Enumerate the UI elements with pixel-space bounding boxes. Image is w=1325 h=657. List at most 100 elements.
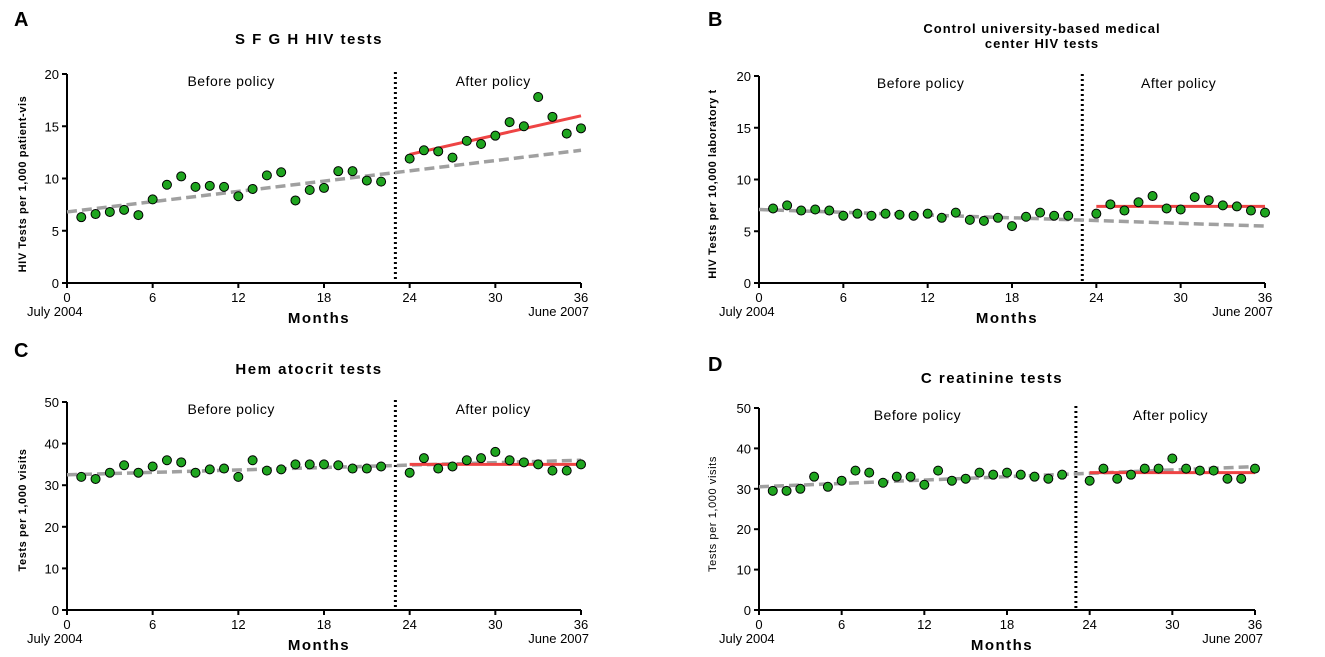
- data-point: [533, 459, 544, 470]
- y-tick-label: 0: [52, 603, 59, 618]
- data-point: [1147, 191, 1158, 202]
- y-tick-label: 0: [744, 276, 751, 291]
- data-point: [878, 477, 888, 488]
- data-point: [1112, 473, 1123, 484]
- data-point: [319, 459, 329, 470]
- data-point: [147, 194, 158, 205]
- data-point: [261, 170, 272, 181]
- data-point: [147, 461, 158, 472]
- data-point: [90, 473, 101, 484]
- data-point: [476, 139, 487, 150]
- data-point: [1175, 204, 1186, 215]
- data-point: [104, 206, 115, 217]
- before-policy-label: Before policy: [187, 73, 274, 89]
- data-point: [161, 455, 172, 466]
- data-point: [90, 209, 101, 220]
- chart-title-line: center HIV tests: [985, 36, 1099, 51]
- x-axis-label: Months: [288, 310, 350, 327]
- end-date-label: June 2007: [1212, 304, 1273, 319]
- data-point: [1161, 203, 1172, 214]
- y-tick-label: 20: [45, 67, 59, 82]
- data-point: [261, 465, 272, 476]
- data-point: [1043, 473, 1054, 484]
- after-policy-label: After policy: [1141, 75, 1216, 91]
- x-tick-label: 6: [840, 290, 847, 305]
- x-axis-label: Months: [288, 637, 350, 654]
- data-point: [950, 207, 961, 218]
- panel-letter: A: [14, 9, 28, 31]
- data-point: [1084, 475, 1095, 486]
- data-point: [1063, 210, 1074, 221]
- y-tick-label: 50: [45, 395, 59, 410]
- data-point: [376, 176, 387, 187]
- data-point: [533, 91, 544, 102]
- data-point: [880, 208, 891, 219]
- before-policy-label: Before policy: [877, 75, 964, 91]
- y-tick-label: 5: [744, 224, 751, 239]
- data-point: [233, 191, 244, 202]
- x-tick-label: 6: [838, 617, 845, 632]
- chart-title: S F G H HIV tests: [235, 31, 383, 48]
- y-tick-label: 30: [737, 482, 751, 497]
- data-point: [361, 175, 372, 186]
- data-point: [1035, 207, 1046, 218]
- data-point: [504, 117, 515, 128]
- data-point: [276, 464, 287, 475]
- data-point: [190, 181, 201, 192]
- data-point: [1167, 453, 1178, 464]
- panel-letter: B: [708, 9, 722, 31]
- data-point: [547, 111, 558, 122]
- data-point: [933, 465, 944, 476]
- x-tick-label: 0: [63, 617, 70, 632]
- data-point: [219, 463, 230, 474]
- data-point: [1181, 463, 1192, 474]
- data-point: [919, 479, 930, 490]
- data-point: [204, 464, 215, 475]
- data-point: [1236, 473, 1247, 484]
- data-point: [418, 145, 429, 156]
- data-point: [190, 467, 201, 478]
- trend-line-before: [66, 148, 582, 214]
- x-tick-label: 12: [231, 290, 245, 305]
- y-tick-label: 15: [737, 121, 751, 136]
- after-policy-label: After policy: [456, 401, 531, 417]
- data-point: [822, 481, 833, 492]
- x-tick-label: 12: [231, 617, 245, 632]
- data-point: [233, 471, 244, 482]
- data-point: [908, 210, 919, 221]
- x-tick-label: 18: [1005, 290, 1019, 305]
- data-point: [376, 461, 387, 472]
- data-point: [1015, 469, 1026, 480]
- data-point: [796, 205, 807, 216]
- end-date-label: June 2007: [528, 304, 589, 319]
- after-policy-label: After policy: [1133, 407, 1208, 423]
- x-tick-label: 18: [317, 290, 331, 305]
- data-point: [1049, 210, 1060, 221]
- y-tick-label: 10: [45, 172, 59, 187]
- x-tick-label: 18: [1000, 617, 1014, 632]
- data-point: [304, 459, 315, 470]
- after-policy-label: After policy: [456, 73, 531, 89]
- x-tick-label: 24: [402, 290, 416, 305]
- data-point: [1007, 221, 1017, 232]
- data-point: [333, 460, 344, 471]
- data-point: [1153, 463, 1164, 474]
- data-point: [810, 204, 821, 215]
- x-tick-label: 24: [1082, 617, 1096, 632]
- y-tick-label: 10: [45, 561, 59, 576]
- data-point: [104, 467, 115, 478]
- panel-d: D C reatinine tests 0 10 20 30 40 50 0 6 12 18 24 30 3…: [707, 354, 1263, 654]
- start-date-label: July 2004: [27, 631, 83, 646]
- data-point: [866, 210, 877, 221]
- data-point: [922, 208, 933, 219]
- data-point: [836, 475, 847, 486]
- data-point: [1231, 201, 1242, 212]
- chart-title: Hem atocrit tests: [235, 361, 382, 378]
- data-point: [1194, 465, 1205, 476]
- y-tick-label: 10: [737, 173, 751, 188]
- x-tick-label: 12: [917, 617, 931, 632]
- data-point: [964, 214, 975, 225]
- y-tick-label: 40: [737, 441, 751, 456]
- end-date-label: June 2007: [1202, 631, 1263, 646]
